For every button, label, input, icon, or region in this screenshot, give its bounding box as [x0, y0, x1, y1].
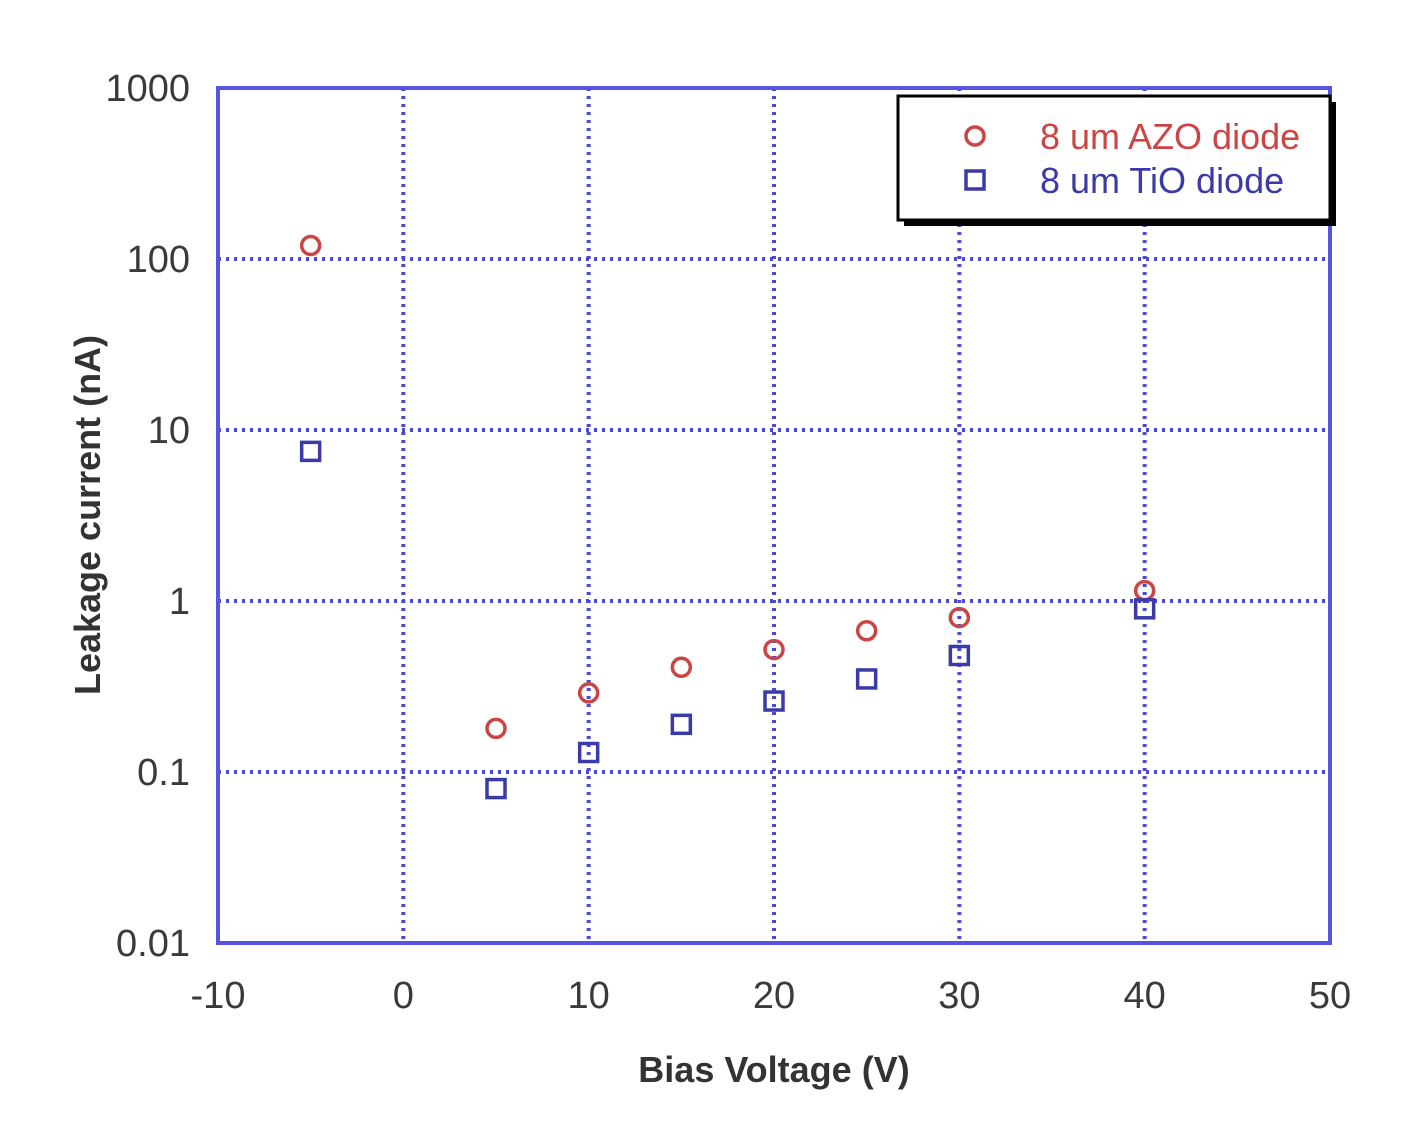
- tio-data-point: [1133, 598, 1156, 620]
- x-tick-label: 30: [938, 975, 980, 1017]
- azo-data-point: [763, 638, 785, 661]
- tio-data-point: [577, 741, 600, 764]
- y-tick-label: 1000: [105, 68, 190, 110]
- data-points: [299, 234, 1156, 800]
- y-tick-label: 10: [148, 410, 190, 452]
- tio-data-point: [948, 644, 971, 667]
- x-tick-label: 50: [1309, 975, 1351, 1017]
- grid-lines: [218, 88, 1330, 943]
- x-tick-label: 10: [568, 975, 610, 1017]
- y-axis-title: Leakage current (nA): [67, 335, 108, 695]
- y-tick-label: 1: [169, 581, 190, 623]
- plot-frame: [216, 86, 1332, 945]
- azo-data-point: [855, 619, 878, 642]
- legend-marker-square: [964, 169, 986, 191]
- tio-data-point: [670, 713, 693, 736]
- tick-labels: -10 0 10 20 30 40 50 0.01 0.1 1 10 100 1000: [105, 68, 1351, 1017]
- y-tick-label: 0.01: [116, 923, 190, 965]
- y-tick-label: 0.1: [137, 752, 190, 794]
- x-tick-label: 20: [753, 975, 795, 1017]
- legend-label: 8 um AZO diode: [1040, 116, 1300, 157]
- azo-data-point: [299, 234, 322, 257]
- azo-data-point: [948, 606, 971, 629]
- legend-label: 8 um TiO diode: [1040, 160, 1284, 201]
- azo-data-point: [485, 717, 507, 740]
- y-tick-label: 100: [127, 239, 190, 281]
- tio-data-point: [299, 440, 322, 463]
- tio-data-point: [855, 668, 878, 690]
- x-tick-label: 40: [1124, 975, 1166, 1017]
- azo-data-point: [577, 682, 600, 704]
- x-tick-label: -10: [191, 975, 246, 1017]
- legend-marker-circle: [964, 125, 986, 147]
- tio-data-point: [485, 777, 507, 800]
- legend-box: [896, 94, 1332, 222]
- x-tick-label: 0: [393, 975, 414, 1017]
- azo-data-point: [670, 656, 693, 678]
- x-axis-title: Bias Voltage (V): [638, 1049, 909, 1090]
- tio-data-point: [763, 690, 785, 712]
